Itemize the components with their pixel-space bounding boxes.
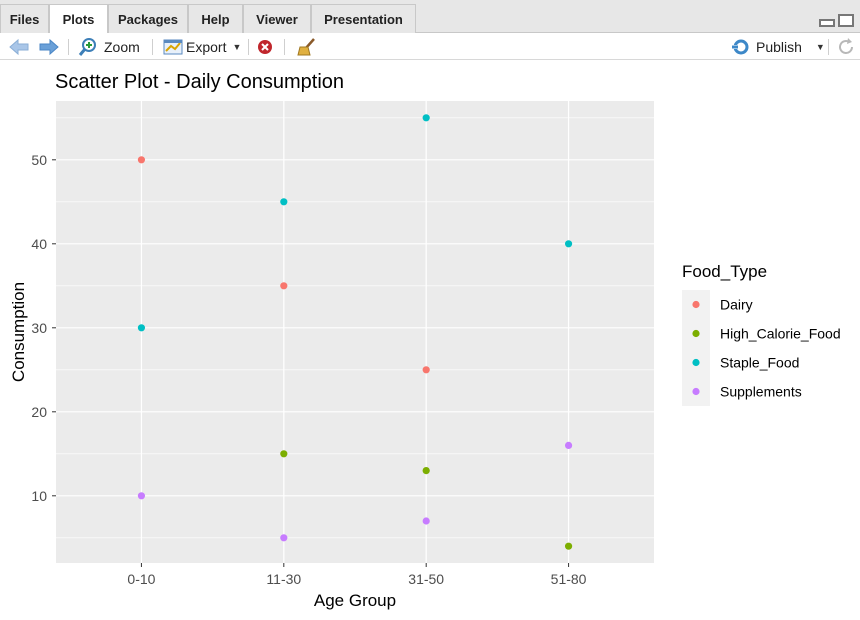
data-point [280, 282, 288, 290]
tab-help[interactable]: Help [188, 4, 243, 33]
toolbar-separator [68, 39, 69, 55]
zoom-label: Zoom [104, 38, 140, 55]
toolbar-separator [248, 39, 249, 55]
maximize-pane-button[interactable] [838, 14, 854, 27]
data-point [137, 324, 146, 332]
refresh-icon [839, 37, 853, 54]
legend-key-background [682, 290, 710, 406]
toolbar-separator [828, 39, 829, 55]
data-point [280, 450, 288, 458]
x-axis-label: Age Group [314, 591, 396, 610]
tab-packages-label: Packages [118, 11, 178, 27]
publish-dropdown-caret-icon: ▼ [815, 41, 825, 52]
data-point [564, 542, 573, 550]
export-dropdown-caret-icon: ▼ [232, 41, 242, 52]
tab-files[interactable]: Files [0, 4, 49, 33]
tab-files-label: Files [9, 11, 40, 27]
legend-label: High_Calorie_Food [720, 326, 841, 342]
data-point [564, 240, 573, 248]
legend-key [692, 300, 700, 309]
y-tick-label: 50 [31, 152, 47, 168]
data-point [422, 114, 430, 122]
data-points [137, 114, 573, 550]
clear-all-plots-button[interactable] [296, 36, 318, 57]
refresh-button[interactable] [836, 36, 856, 57]
export-menu-button[interactable]: Export ▼ [162, 36, 241, 57]
forward-button[interactable] [38, 36, 60, 57]
data-point [422, 467, 430, 475]
tab-presentation-label: Presentation [324, 11, 403, 27]
tab-help-label: Help [201, 11, 230, 27]
back-button[interactable] [8, 36, 30, 57]
y-tick-label: 20 [31, 404, 47, 420]
publish-icon [732, 39, 749, 54]
major-gridlines [56, 101, 654, 563]
legend-title: Food_Type [682, 262, 767, 281]
plots-toolbar: Zoom Export ▼ Publish ▼ [0, 33, 860, 60]
data-point [280, 534, 288, 542]
x-tick-label: 31-50 [408, 571, 444, 587]
data-point [564, 441, 573, 449]
y-tick-label: 10 [31, 488, 47, 504]
legend: Food_Type Dairy High_Calorie_Food Staple_F… [682, 262, 841, 406]
data-point [422, 517, 430, 525]
broom-icon [297, 37, 315, 55]
legend-key [692, 387, 700, 396]
x-axis-ticks: 0-10 11-30 31-50 51-80 [127, 563, 587, 587]
tab-viewer-label: Viewer [256, 11, 298, 27]
tab-viewer[interactable]: Viewer [243, 4, 311, 33]
tab-plots[interactable]: Plots [49, 4, 108, 34]
pane-tab-bar: Files Plots Packages Help Viewer Present… [0, 0, 860, 34]
minor-gridlines [56, 117, 654, 539]
y-tick-label: 40 [31, 236, 47, 252]
plot-viewer: Scatter Plot - Daily Consumption 10 20 30 4… [0, 61, 860, 615]
remove-plot-button[interactable] [256, 36, 274, 57]
toolbar-separator [152, 39, 153, 55]
tab-presentation[interactable]: Presentation [311, 4, 416, 33]
publish-menu-button[interactable]: Publish ▼ [730, 36, 825, 57]
data-point [280, 198, 288, 206]
zoom-icon [78, 37, 96, 56]
forward-arrow-icon [39, 38, 59, 55]
y-axis-ticks: 10 20 30 40 50 [31, 152, 56, 504]
y-tick-label: 30 [31, 320, 47, 336]
x-tick-label: 11-30 [266, 571, 301, 587]
legend-key [692, 329, 700, 338]
export-label: Export [186, 38, 227, 55]
data-point [137, 156, 146, 164]
legend-label: Supplements [720, 384, 802, 400]
plot-panel [56, 101, 654, 563]
y-axis-label: Consumption [9, 282, 28, 382]
data-point [137, 492, 146, 500]
legend-key [692, 358, 700, 367]
remove-plot-icon [258, 39, 272, 54]
tab-packages[interactable]: Packages [108, 4, 188, 33]
legend-label: Dairy [720, 297, 753, 313]
data-point [422, 366, 430, 374]
legend-label: Staple_Food [720, 355, 799, 371]
x-tick-label: 51-80 [551, 571, 587, 587]
toolbar-separator [284, 39, 285, 55]
window-controls [819, 14, 854, 27]
back-arrow-icon [9, 38, 29, 55]
tab-plots-label: Plots [62, 12, 95, 27]
chart-title: Scatter Plot - Daily Consumption [55, 71, 344, 93]
scatter-chart: Scatter Plot - Daily Consumption 10 20 30 4… [9, 71, 841, 610]
export-icon [163, 39, 183, 54]
publish-label: Publish [756, 38, 802, 55]
zoom-button[interactable]: Zoom [78, 36, 140, 57]
minimize-pane-button[interactable] [819, 19, 835, 27]
x-tick-label: 0-10 [127, 571, 155, 587]
